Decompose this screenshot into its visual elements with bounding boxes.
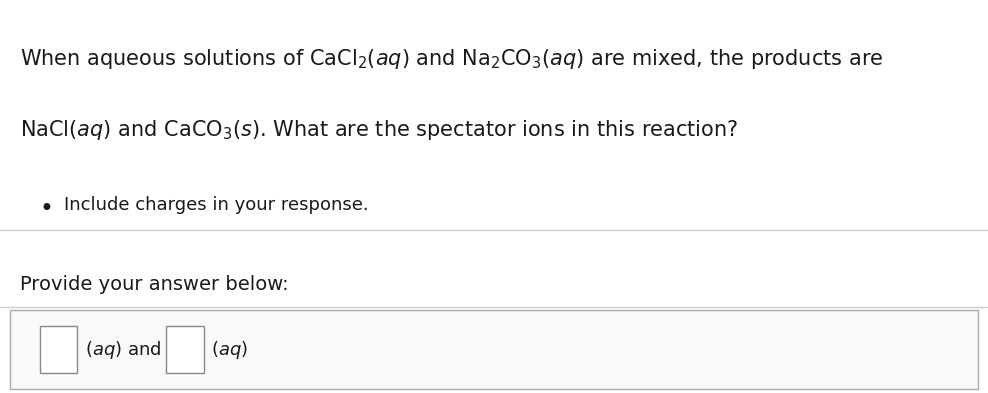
FancyBboxPatch shape [10, 310, 978, 389]
Text: Include charges in your response.: Include charges in your response. [64, 196, 369, 215]
Text: Provide your answer below:: Provide your answer below: [20, 275, 288, 294]
Text: $(aq)$ and: $(aq)$ and [85, 339, 161, 361]
FancyBboxPatch shape [166, 326, 204, 373]
Text: •: • [40, 196, 53, 220]
Text: When aqueous solutions of $\mathrm{CaCl_2}$$(aq)$ and $\mathrm{Na_2CO_3}$$(aq)$ : When aqueous solutions of $\mathrm{CaCl_… [20, 47, 883, 71]
Text: $\mathrm{NaCl}$$(aq)$ and $\mathrm{CaCO_3}$$(s)$. What are the spectator ions in: $\mathrm{NaCl}$$(aq)$ and $\mathrm{CaCO_… [20, 118, 738, 142]
Text: $(aq)$: $(aq)$ [211, 339, 248, 361]
FancyBboxPatch shape [40, 326, 77, 373]
